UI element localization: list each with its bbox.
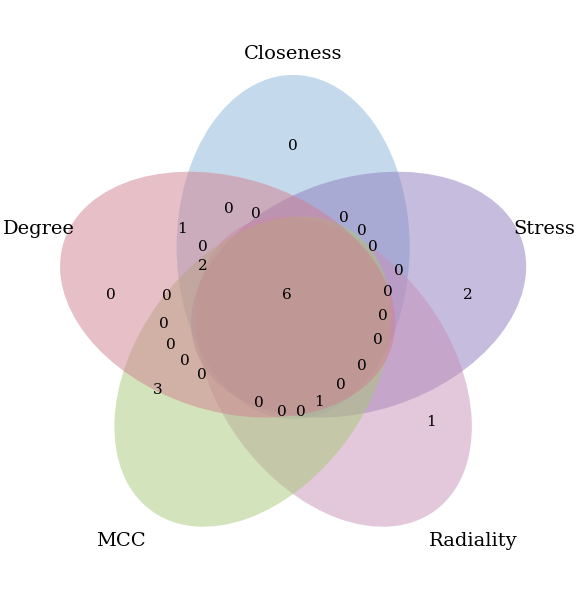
Ellipse shape bbox=[60, 172, 395, 418]
Text: 0: 0 bbox=[179, 354, 189, 368]
Text: 2: 2 bbox=[198, 259, 208, 272]
Text: 0: 0 bbox=[223, 202, 233, 216]
Text: MCC: MCC bbox=[96, 532, 146, 550]
Text: Radiality: Radiality bbox=[429, 532, 518, 550]
Text: 0: 0 bbox=[373, 333, 383, 347]
Text: 0: 0 bbox=[368, 240, 378, 254]
Text: Degree: Degree bbox=[3, 220, 75, 238]
Text: 0: 0 bbox=[336, 378, 346, 392]
Text: Closeness: Closeness bbox=[244, 45, 342, 63]
Text: 0: 0 bbox=[254, 396, 263, 410]
Text: Stress: Stress bbox=[514, 220, 576, 238]
Text: 0: 0 bbox=[357, 224, 367, 238]
Text: 0: 0 bbox=[378, 309, 388, 323]
Text: 1: 1 bbox=[314, 395, 324, 409]
Text: 0: 0 bbox=[197, 368, 207, 382]
Ellipse shape bbox=[195, 217, 472, 527]
Text: 0: 0 bbox=[339, 211, 349, 225]
Text: 0: 0 bbox=[288, 139, 298, 154]
Ellipse shape bbox=[191, 172, 526, 418]
Text: 0: 0 bbox=[166, 338, 176, 352]
Text: 2: 2 bbox=[463, 288, 472, 302]
Ellipse shape bbox=[177, 75, 409, 419]
Text: 0: 0 bbox=[383, 285, 392, 299]
Text: 0: 0 bbox=[198, 240, 208, 254]
Text: 6: 6 bbox=[282, 288, 292, 302]
Text: 0: 0 bbox=[296, 405, 306, 419]
Text: 0: 0 bbox=[105, 288, 115, 302]
Text: 0: 0 bbox=[357, 359, 367, 373]
Text: 0: 0 bbox=[251, 207, 261, 221]
Text: 1: 1 bbox=[426, 415, 435, 429]
Text: 1: 1 bbox=[177, 221, 187, 236]
Text: 3: 3 bbox=[153, 383, 163, 397]
Text: 0: 0 bbox=[394, 264, 404, 278]
Ellipse shape bbox=[115, 217, 391, 527]
Text: 0: 0 bbox=[159, 317, 168, 331]
Text: 0: 0 bbox=[277, 405, 287, 419]
Text: 0: 0 bbox=[162, 289, 172, 303]
